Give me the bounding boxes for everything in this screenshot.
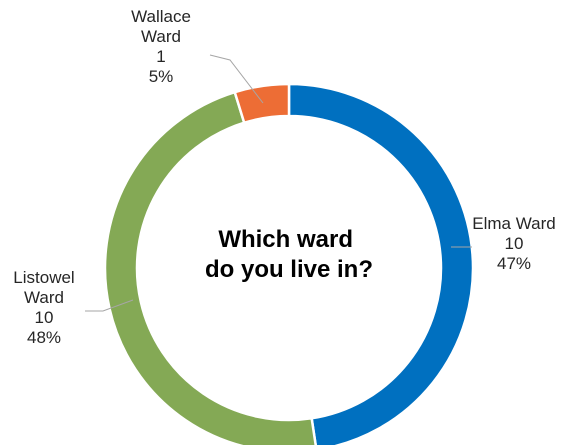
data-label-value: 10	[35, 308, 54, 327]
data-label-percent: 5%	[149, 67, 174, 86]
data-label-value: 10	[505, 234, 524, 253]
data-label-name: Elma Ward	[472, 214, 555, 233]
data-label-percent: 47%	[497, 254, 531, 273]
chart-title-line-1: Which ward	[218, 226, 353, 253]
leader-line-wallace-ward	[209, 54, 264, 104]
leader-line-listowel-ward	[85, 299, 134, 312]
chart-title-line-2: do you live in?	[205, 256, 373, 283]
chart-title: Which ward do you live in?	[205, 226, 373, 283]
data-labels: Elma Ward 10 47%Listowel Ward 10 48%Wallace Wa…	[13, 7, 555, 347]
data-label-name: Wallace	[131, 7, 191, 26]
data-label-wallace-ward: Wallace Ward 1 5%	[131, 7, 191, 86]
data-label-elma-ward: Elma Ward 10 47%	[472, 214, 555, 273]
data-label-percent: 48%	[27, 328, 61, 347]
slice-elma-ward	[287, 82, 475, 445]
data-label-value: 1	[156, 47, 165, 66]
slice-wallace-ward	[233, 82, 291, 125]
data-label-name: Listowel	[13, 268, 74, 287]
donut-slices	[103, 82, 475, 445]
leader-lines	[85, 54, 472, 312]
data-label-name: Ward	[141, 27, 181, 46]
data-label-name: Ward	[24, 288, 64, 307]
data-label-listowel-ward: Listowel Ward 10 48%	[13, 268, 74, 347]
